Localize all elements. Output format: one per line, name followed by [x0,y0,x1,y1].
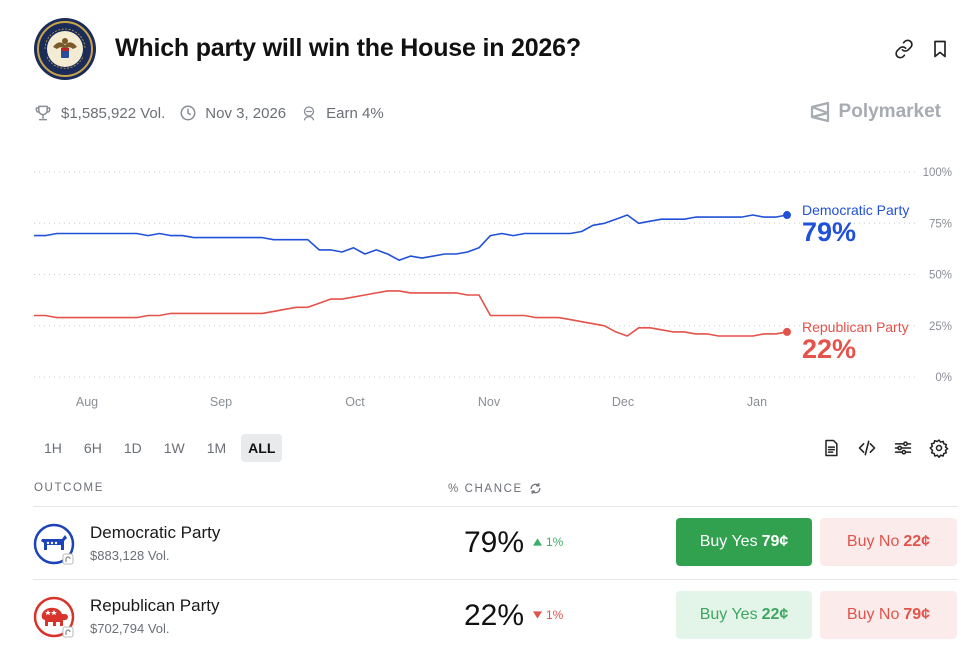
outcome-row-republican[interactable]: Republican Party $702,794 Vol. 22% 1% Bu… [33,579,958,652]
y-tick-label: 0% [935,372,952,384]
polymarket-logo: Polymarket [809,100,941,124]
end-date-stat: Nov 3, 2026 [179,104,286,122]
buy-yes-label: Buy Yes [699,606,758,623]
x-tick-label: Jan [747,395,767,409]
buy-no-button[interactable]: Buy No 79¢ [820,591,957,639]
market-header: Which party will win the House in 2026? [33,17,963,81]
y-tick-label: 75% [929,218,952,230]
buy-yes-price: 79¢ [761,533,789,550]
range-tab-1w[interactable]: 1W [163,440,185,456]
range-tab-all[interactable]: ALL [241,434,283,462]
rep-series-label: Republican Party 22% [802,319,909,363]
arrow-up-icon [533,538,542,546]
buy-yes-label: Buy Yes [699,533,758,550]
refresh-icon[interactable] [529,482,542,495]
volume-stat: $1,585,922 Vol. [33,103,165,123]
democrat-donkey-icon [33,523,75,565]
x-tick-label: Nov [478,395,501,409]
chance-delta-value: 1% [546,535,564,549]
brand-name: Polymarket [838,101,941,122]
rewards-icon [303,106,315,121]
buy-no-label: Buy No [846,533,900,550]
earn-text: Earn 4% [326,104,384,122]
document-icon[interactable] [821,438,841,458]
buy-yes-button[interactable]: Buy Yes 22¢ [676,591,812,639]
x-tick-label: Dec [612,395,634,409]
clock-icon [180,105,196,121]
buy-no-price: 22¢ [903,533,931,550]
price-chart-svg: 100% 75% 50% 25% 0% Aug Sep Oct Nov Dec Jan [34,167,952,409]
series-line-democratic [34,214,788,261]
buy-no-label: Buy No [846,606,900,623]
gear-icon[interactable] [929,438,949,458]
outcome-chance: 79% [463,526,524,559]
volume-text: $1,585,922 Vol. [61,104,166,122]
buy-yes-button[interactable]: Buy Yes 79¢ [676,518,812,566]
buy-no-button[interactable]: Buy No 22¢ [820,518,957,566]
outcome-row-democratic[interactable]: Democratic Party $883,128 Vol. 79% 1% Bu… [33,506,958,579]
outcome-volume: $883,128 Vol. [90,548,170,563]
polymarket-logo-icon [810,101,829,123]
arrow-down-icon [533,611,542,619]
rep-series-value: 22% [802,334,857,364]
outcome-volume: $702,794 Vol. [90,621,170,636]
chance-column-header: % CHANCE [448,482,542,495]
bookmark-icon[interactable] [930,39,950,59]
republican-elephant-icon [33,596,75,638]
series-line-republican [34,290,788,337]
rep-series-name: Republican Party [802,319,909,335]
series-endpoint-democratic [783,211,791,220]
sliders-icon[interactable] [893,438,913,458]
range-tab-1m[interactable]: 1M [206,440,227,456]
page-title: Which party will win the House in 2026? [115,34,581,62]
outcome-name: Democratic Party [90,523,221,542]
trophy-icon [35,105,51,121]
us-house-seal-icon [33,17,97,81]
code-icon[interactable] [857,438,877,458]
y-tick-label: 25% [929,321,952,333]
buy-yes-price: 22¢ [761,606,789,623]
range-tab-1h[interactable]: 1H [44,440,62,456]
range-tab-6h[interactable]: 6H [83,440,102,456]
dem-series-value: 79% [802,217,857,247]
link-icon[interactable] [894,39,914,59]
chance-delta: 1% [533,608,563,622]
outcome-name: Republican Party [90,596,220,615]
buy-no-price: 79¢ [903,606,931,623]
end-date-text: Nov 3, 2026 [205,104,287,122]
series-endpoint-republican [783,327,791,336]
market-meta: $1,585,922 Vol. Nov 3, 2026 Earn 4% [33,102,398,124]
chance-header-label: % CHANCE [448,482,523,495]
chance-delta: 1% [533,535,563,549]
earn-stat[interactable]: Earn 4% [300,104,384,122]
chart-tools [805,438,949,458]
chance-delta-value: 1% [546,608,564,622]
time-range-tabs: 1H 6H 1D 1W 1M ALL [37,434,290,462]
dem-series-label: Democratic Party 79% [802,202,909,246]
outcome-column-header: OUTCOME [34,482,104,494]
range-tab-1d[interactable]: 1D [123,440,142,456]
price-chart[interactable]: 100% 75% 50% 25% 0% Aug Sep Oct Nov Dec Jan Democr… [0,160,979,415]
y-tick-label: 50% [929,270,952,282]
x-tick-label: Oct [345,395,365,409]
y-tick-label: 100% [923,167,952,179]
dem-series-name: Democratic Party [802,202,910,218]
x-tick-label: Aug [76,395,98,409]
x-tick-label: Sep [210,395,232,409]
outcome-chance: 22% [463,599,524,632]
